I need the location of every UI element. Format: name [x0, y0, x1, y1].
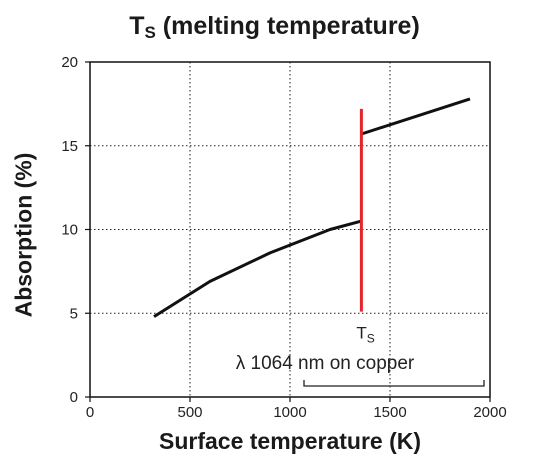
x-tick-label: 500	[177, 404, 202, 421]
plot-frame	[89, 61, 491, 398]
annotation-text: λ 1064 nm on copper	[236, 353, 415, 374]
y-tick-label: 15	[61, 138, 78, 155]
annotation: λ 1064 nm on copper	[236, 353, 485, 387]
x-tick-label: 1000	[273, 404, 306, 421]
y-tick-label: 20	[61, 54, 78, 71]
data-series	[153, 97, 471, 318]
x-axis-label: Surface temperature (K)	[158, 428, 422, 454]
x-tick-label: 2000	[473, 404, 506, 421]
series-line	[153, 219, 362, 318]
y-tick-label: 0	[70, 389, 78, 406]
annotation-bracket	[303, 380, 485, 387]
y-tick-label: 10	[61, 222, 78, 239]
grid-lines	[90, 62, 490, 397]
series-line	[360, 97, 471, 136]
chart-title: TS (melting temperature)	[129, 12, 420, 42]
y-tick-label: 5	[70, 305, 78, 322]
x-tick-label: 1500	[373, 404, 406, 421]
melting-point-marker: TS	[356, 108, 375, 346]
x-tick-label: 0	[86, 404, 94, 421]
melting-temperature-label: TS	[356, 324, 374, 346]
axis-ticks: 0 500 1000 1500 2000 0 5 10 15 20	[61, 54, 506, 421]
